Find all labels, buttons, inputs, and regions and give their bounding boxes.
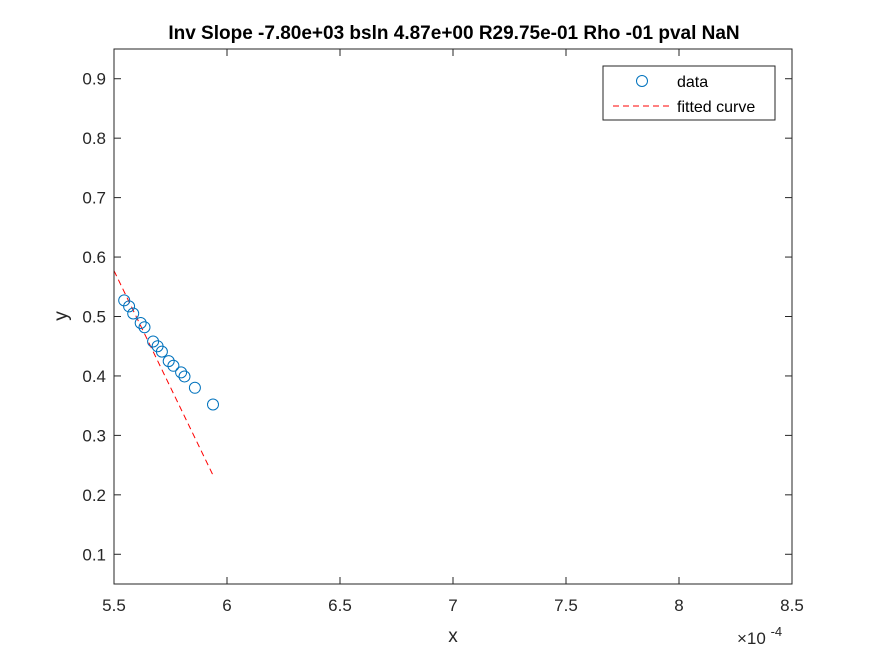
x-axis-ticks: 5.5 6 6.5 7 7.5 8 8.5 — [102, 49, 804, 615]
data-point — [178, 370, 191, 383]
y-tick-label: 0.3 — [82, 426, 106, 445]
legend-label-fitted-curve: fitted curve — [677, 99, 755, 116]
x-axis-exponent: ×10 -4 — [737, 624, 782, 648]
data-point — [175, 366, 188, 379]
y-tick-label: 0.5 — [82, 308, 106, 327]
data-point — [167, 359, 180, 372]
data-points-layer — [118, 294, 219, 411]
x-tick-label: 8.5 — [780, 596, 804, 615]
y-tick-label: 0.4 — [82, 367, 106, 386]
y-axis-ticks: 0.1 0.2 0.3 0.4 0.5 0.6 0.7 0.8 0.9 — [82, 70, 792, 564]
x-tick-label: 7 — [448, 596, 457, 615]
y-tick-label: 0.2 — [82, 486, 106, 505]
legend-box — [602, 65, 776, 121]
fitted-curve-line — [113, 270, 214, 476]
data-point — [123, 300, 136, 313]
y-axis-label: y — [51, 311, 72, 321]
y-tick-label: 0.7 — [82, 189, 106, 208]
data-point — [188, 381, 201, 394]
data-point — [127, 307, 140, 320]
data-point — [155, 345, 168, 358]
x-exponent-power: -4 — [771, 624, 783, 639]
y-tick-label: 0.1 — [82, 545, 106, 564]
legend-data-marker — [636, 75, 648, 87]
y-tick-label: 0.8 — [82, 129, 106, 148]
plot-area — [114, 49, 792, 584]
data-point — [147, 335, 160, 348]
x-tick-label: 6.5 — [328, 596, 352, 615]
data-point — [134, 317, 147, 329]
data-point — [138, 321, 151, 334]
x-tick-label: 7.5 — [554, 596, 578, 615]
y-tick-label: 0.6 — [82, 248, 106, 267]
data-point — [162, 355, 175, 368]
x-exponent-base: ×10 — [737, 629, 766, 648]
chart-title: Inv Slope -7.80e+03 bsln 4.87e+00 R29.75… — [168, 23, 739, 44]
y-tick-label: 0.9 — [82, 70, 106, 89]
x-tick-label: 8 — [674, 596, 683, 615]
x-tick-label: 5.5 — [102, 596, 126, 615]
data-point — [207, 398, 219, 411]
data-point — [118, 294, 131, 307]
fitted-curve-layer — [113, 270, 214, 476]
x-tick-label: 6 — [222, 596, 231, 615]
x-axis-label: x — [448, 626, 458, 647]
legend-label-data: data — [677, 74, 708, 91]
legend: data fitted curve — [602, 65, 776, 121]
